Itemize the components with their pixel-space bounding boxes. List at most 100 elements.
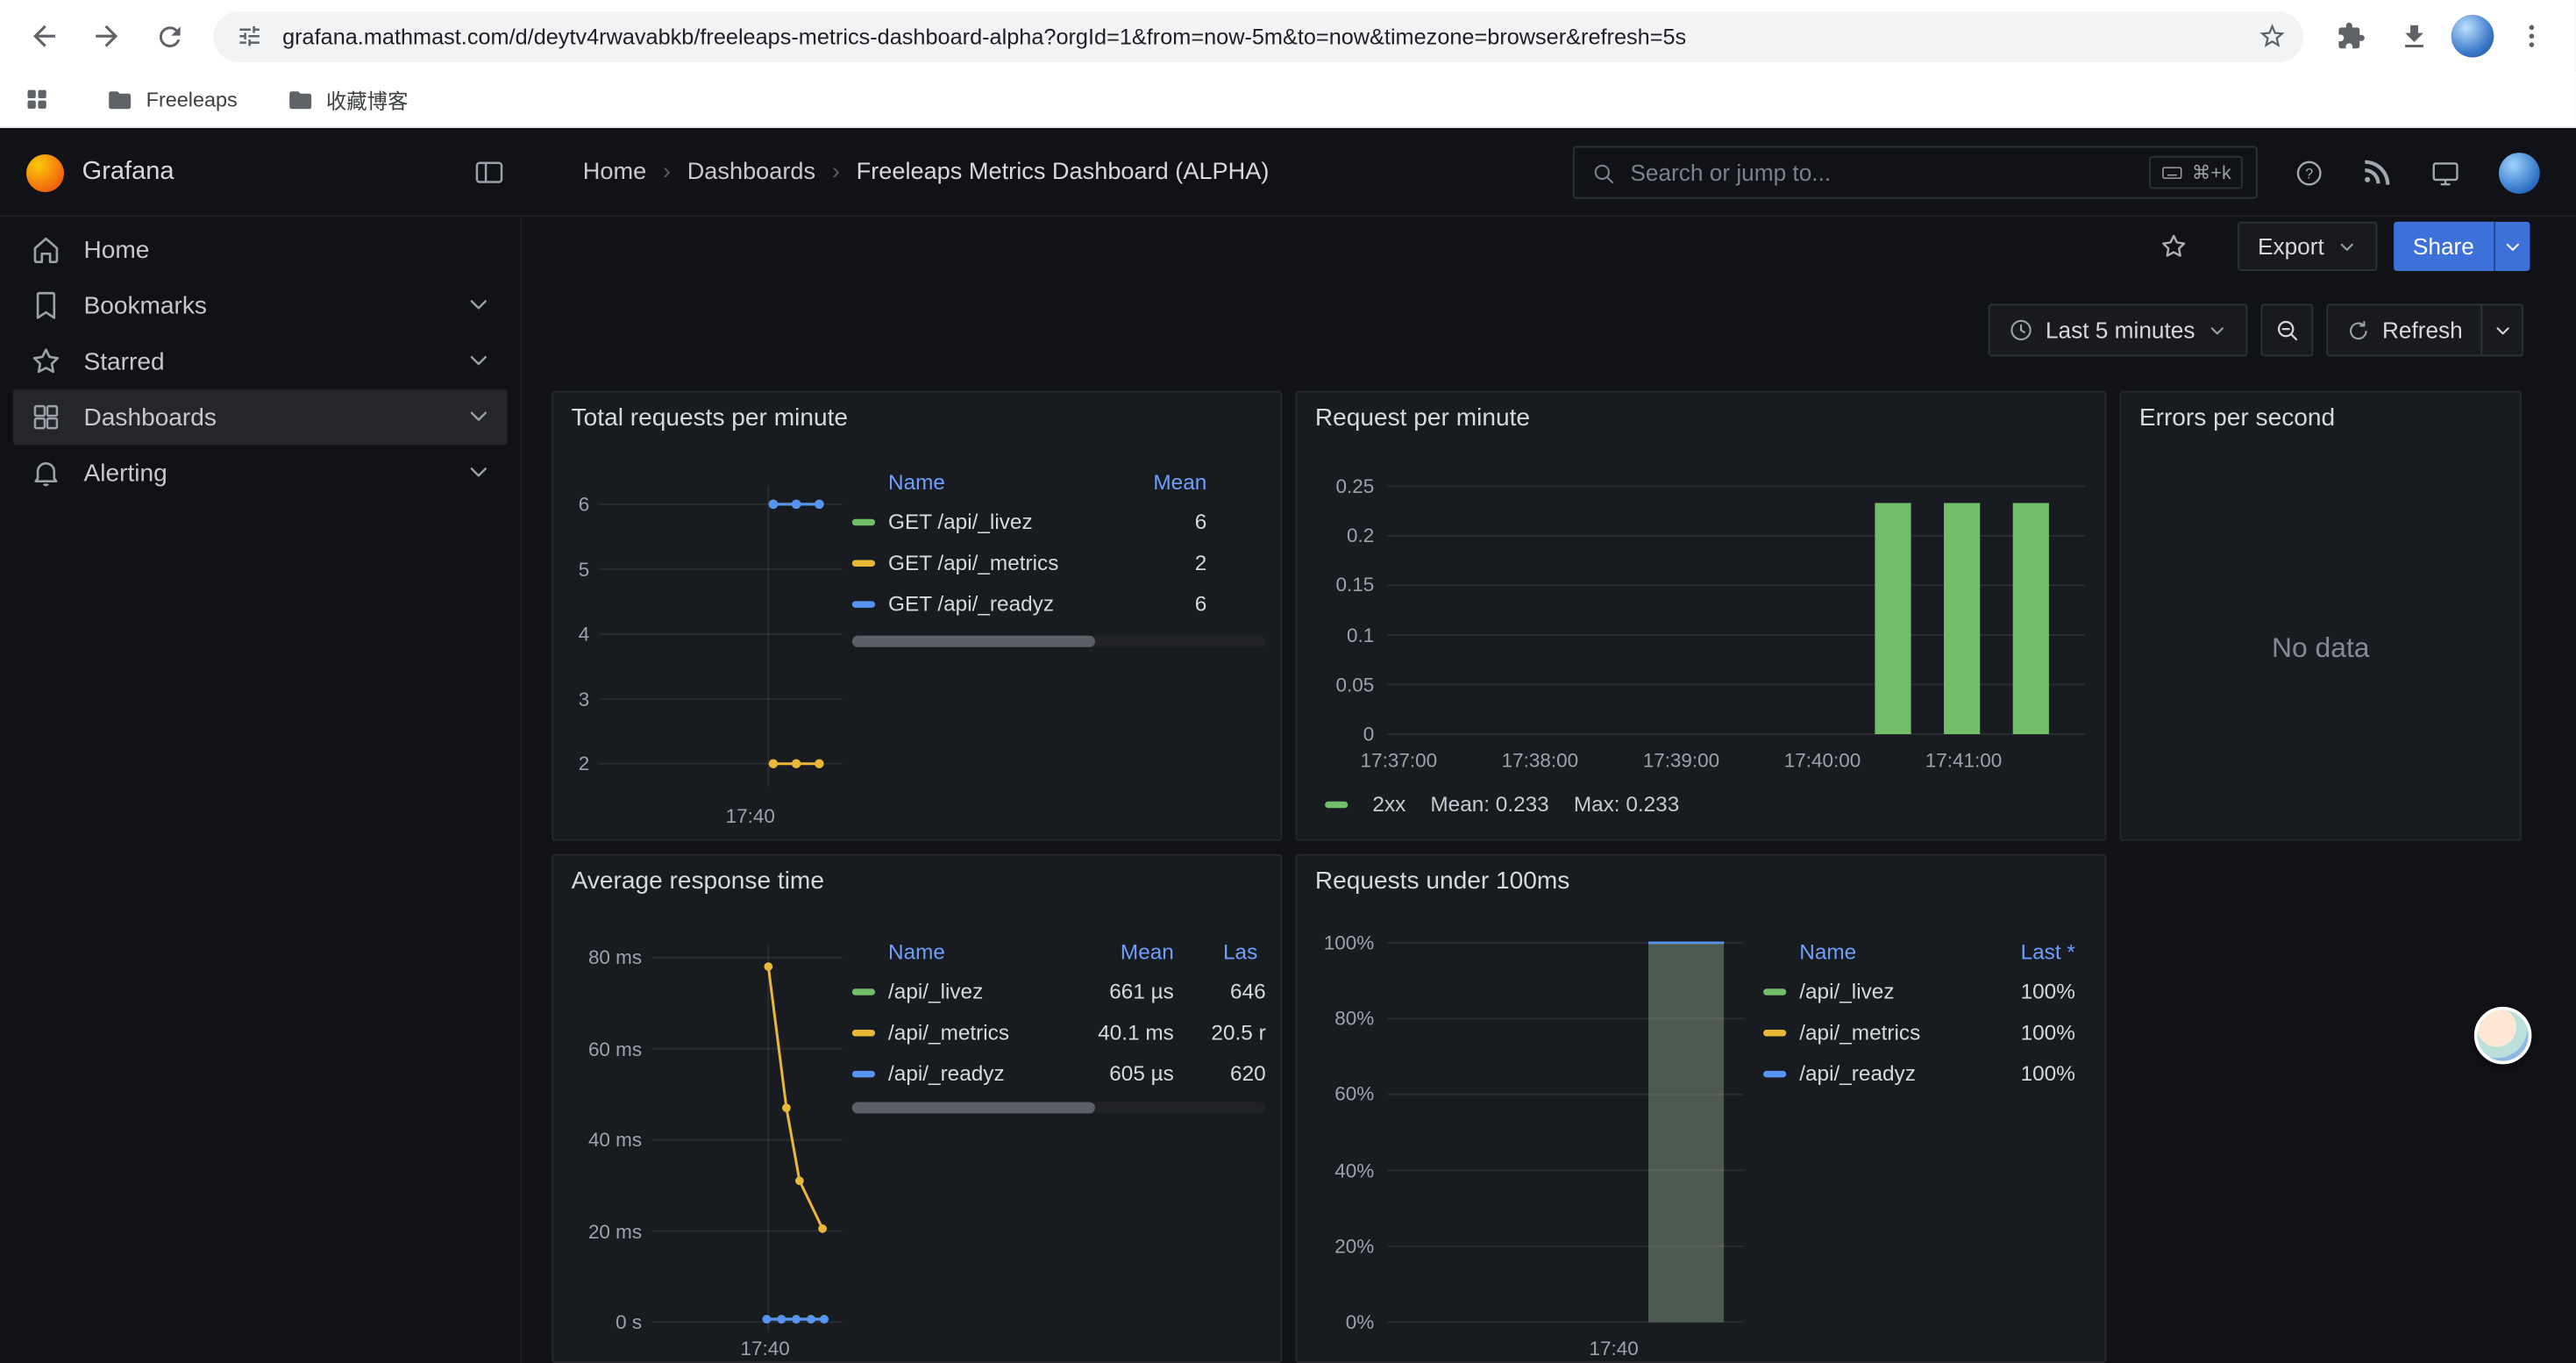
refresh-interval-button[interactable] (2480, 303, 2523, 356)
sidebar-item-bookmarks[interactable]: Bookmarks (13, 277, 508, 333)
panel-title[interactable]: Average response time (572, 867, 824, 896)
grafana-brand[interactable]: Grafana (26, 128, 174, 217)
download-icon (2398, 20, 2430, 52)
chevron-down-icon[interactable] (465, 403, 493, 431)
legend-row[interactable]: /api/_readyz 605 µs 620 (852, 1053, 1266, 1094)
series-last: 100% (1970, 1061, 2075, 1086)
news-button[interactable] (2363, 158, 2393, 188)
panel-title[interactable]: Requests under 100ms (1315, 867, 1569, 896)
legend-col-last[interactable]: Last * (1970, 938, 2075, 963)
chevron-down-icon[interactable] (465, 458, 493, 486)
series-color-marker (1763, 1029, 1786, 1035)
extensions-button[interactable] (2323, 8, 2380, 64)
address-bar[interactable]: grafana.mathmast.com/d/deytv4rwavabkb/fr… (213, 11, 2303, 61)
clock-icon (2008, 317, 2034, 343)
legend-row[interactable]: GET /api/_metrics 2 (852, 542, 1266, 583)
series-name: /api/_readyz (888, 1061, 1065, 1086)
panel-title[interactable]: Errors per second (2139, 404, 2335, 432)
panel-title[interactable]: Total requests per minute (572, 404, 848, 432)
downloads-button[interactable] (2386, 8, 2442, 64)
legend-scrollbar[interactable] (852, 636, 1266, 647)
legend-row[interactable]: GET /api/_readyz 6 (852, 583, 1266, 624)
dashboard-toolbar: Export Share (2160, 220, 2530, 273)
sidebar-item-alerting[interactable]: Alerting (13, 445, 508, 501)
legend-col-name[interactable]: Name (852, 469, 1108, 494)
legend-row[interactable]: /api/_metrics 100% (1763, 1011, 2075, 1053)
breadcrumb-home[interactable]: Home (583, 160, 646, 186)
bookmark-folder-freeleaps[interactable]: Freeleaps (107, 86, 238, 112)
x-axis-tick: 17:38:00 (1483, 749, 1598, 772)
sidebar-item-home[interactable]: Home (13, 222, 508, 278)
series-mean: 40.1 ms (1065, 1020, 1174, 1045)
browser-menu-button[interactable] (2504, 8, 2560, 64)
share-button[interactable]: Share (2393, 222, 2494, 271)
share-menu-button[interactable] (2494, 222, 2530, 271)
legend-row[interactable]: /api/_livez 100% (1763, 971, 2075, 1012)
panel-legend[interactable]: 2xx Mean: 0.233 Max: 0.233 (1325, 792, 1679, 817)
back-button[interactable] (17, 8, 73, 64)
bookmark-folder-blogs[interactable]: 收藏博客 (287, 83, 409, 115)
series-max: Max: 0.233 (1574, 792, 1679, 817)
monitor-icon (2430, 157, 2461, 189)
breadcrumb-dashboards[interactable]: Dashboards (687, 160, 815, 186)
time-range-picker[interactable]: Last 5 minutes (1988, 303, 2247, 356)
sidebar-toggle-button[interactable] (473, 156, 505, 189)
chevron-down-icon[interactable] (465, 290, 493, 318)
legend-col-name[interactable]: Name (1763, 938, 1970, 963)
export-button[interactable]: Export (2238, 222, 2377, 271)
x-axis-tick: 17:40:00 (1765, 749, 1880, 772)
y-axis-tick: 20 ms (553, 1219, 642, 1242)
zoom-out-time-button[interactable] (2260, 303, 2313, 356)
bookmark-star-icon[interactable] (2258, 21, 2288, 51)
assistant-avatar-overlay[interactable] (2474, 1007, 2532, 1065)
series-color-marker (852, 1029, 875, 1035)
site-info-icon[interactable] (237, 23, 263, 49)
panel-total-requests-per-minute: Total requests per minute 6543217:40 Nam… (551, 391, 1282, 841)
y-axis-tick: 0.2 (1297, 525, 1374, 547)
browser-profile-avatar[interactable] (2451, 15, 2494, 58)
url-text[interactable]: grafana.mathmast.com/d/deytv4rwavabkb/fr… (282, 24, 2258, 48)
series-color-marker (1763, 988, 1786, 994)
y-axis-tick: 0.15 (1297, 574, 1374, 596)
x-axis-tick: 17:37:00 (1341, 749, 1456, 772)
legend-col-last[interactable]: Las (1174, 938, 1266, 963)
y-axis-tick: 0.25 (1297, 475, 1374, 497)
apps-grid-icon[interactable] (23, 85, 51, 113)
legend-col-mean[interactable]: Mean (1108, 469, 1266, 494)
scrollbar-thumb[interactable] (852, 636, 1095, 647)
user-avatar[interactable] (2499, 152, 2540, 193)
legend-row[interactable]: GET /api/_livez 6 (852, 501, 1266, 542)
panel-average-response-time: Average response time 80 ms60 ms40 ms20 … (551, 854, 1282, 1363)
legend-scrollbar[interactable] (852, 1102, 1266, 1113)
refresh-button[interactable]: Refresh (2326, 303, 2482, 356)
refresh-split-button: Refresh (2326, 303, 2523, 356)
y-axis-tick: 40% (1297, 1159, 1374, 1181)
y-axis-tick: 3 (553, 688, 589, 710)
series-mean: 605 µs (1065, 1061, 1174, 1086)
series-name: /api/_livez (1799, 979, 1970, 1003)
panel-title[interactable]: Request per minute (1315, 404, 1530, 432)
help-button[interactable]: ? (2294, 157, 2325, 189)
legend-row[interactable]: /api/_readyz 100% (1763, 1053, 2075, 1094)
legend-row[interactable]: /api/_metrics 40.1 ms 20.5 r (852, 1011, 1266, 1053)
y-axis-tick: 0.05 (1297, 673, 1374, 696)
series-mean: Mean: 0.233 (1430, 792, 1548, 817)
legend-col-name[interactable]: Name (852, 938, 1065, 963)
x-axis-tick: 17:40 (693, 805, 808, 828)
legend-row[interactable]: /api/_livez 661 µs 646 (852, 971, 1266, 1012)
panel-legend: Name Mean GET /api/_livez 6 GET /api/_me… (852, 461, 1266, 624)
favorite-dashboard-button[interactable] (2160, 232, 2189, 261)
y-axis-tick: 0.1 (1297, 624, 1374, 646)
sidebar-item-starred[interactable]: Starred (13, 333, 508, 389)
y-axis-tick: 20% (1297, 1235, 1374, 1258)
kiosk-mode-button[interactable] (2430, 157, 2461, 189)
browser-chrome: grafana.mathmast.com/d/deytv4rwavabkb/fr… (0, 0, 2576, 128)
dashboards-icon (30, 401, 62, 433)
sidebar-item-dashboards[interactable]: Dashboards (13, 389, 508, 446)
chevron-down-icon[interactable] (465, 346, 493, 375)
forward-button[interactable] (79, 8, 135, 64)
scrollbar-thumb[interactable] (852, 1102, 1095, 1113)
legend-col-mean[interactable]: Mean (1065, 938, 1174, 963)
search-input[interactable]: Search or jump to... ⌘+k (1573, 146, 2258, 199)
reload-button[interactable] (141, 8, 197, 64)
